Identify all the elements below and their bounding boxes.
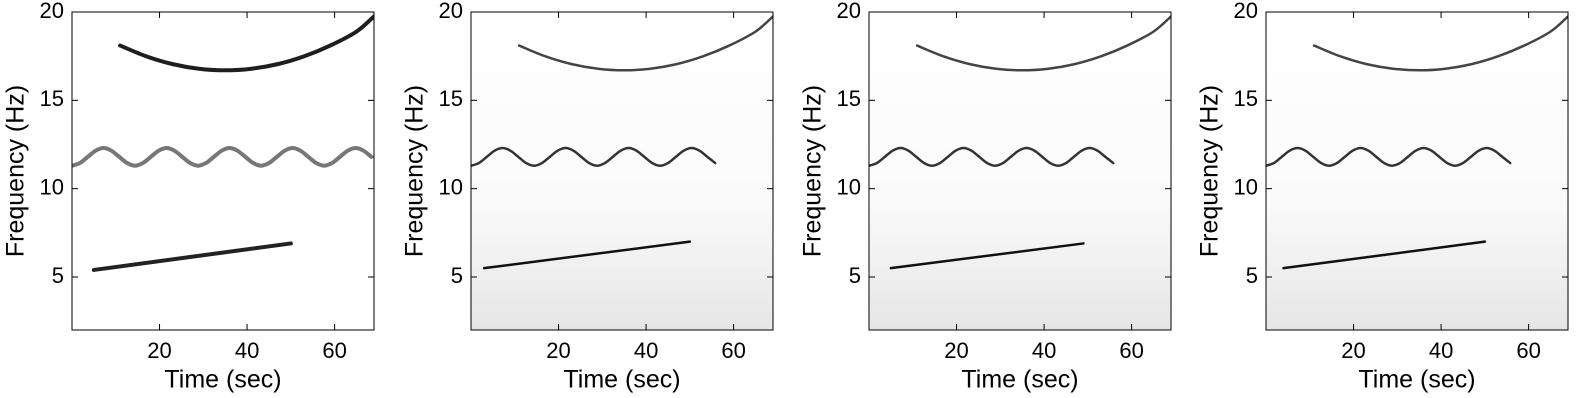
x-tick-label: 20	[147, 338, 171, 363]
x-tick-label: 20	[546, 338, 570, 363]
curve	[915, 15, 1171, 72]
x-axis-label: Time (sec)	[563, 366, 680, 394]
y-axis-label: Frequency (Hz)	[401, 85, 429, 257]
curve	[1312, 15, 1568, 72]
curve	[869, 146, 1115, 167]
noise-haze	[869, 12, 1171, 330]
x-tick-label: 60	[721, 338, 745, 363]
curve	[889, 242, 1085, 270]
curve	[72, 146, 374, 168]
y-tick-label: 10	[1234, 174, 1258, 199]
y-tick-label: 15	[837, 86, 861, 111]
curve	[1266, 146, 1512, 167]
x-tick-label: 40	[235, 338, 259, 363]
x-tick-label: 20	[1341, 338, 1365, 363]
y-tick-label: 15	[439, 86, 463, 111]
y-tick-label: 20	[439, 0, 463, 23]
panel: 5 10 15 20 20 40 60 Time (sec) Frequency (Hz)	[799, 0, 1172, 394]
curve	[517, 15, 773, 72]
y-tick-label: 5	[1246, 263, 1258, 288]
noise-haze	[1266, 12, 1568, 330]
curve	[1282, 240, 1487, 270]
panel: 5 10 15 20 20 40 60 Time (sec) Frequency (Hz)	[1196, 0, 1569, 394]
y-tick-label: 5	[52, 263, 64, 288]
panel: 5 10 15 20 20 40 60 Time (sec) Frequency (Hz)	[2, 0, 375, 394]
x-tick-label: 40	[634, 338, 658, 363]
y-axis-label: Frequency (Hz)	[799, 85, 827, 257]
y-tick-label: 10	[40, 174, 64, 199]
frame	[71, 11, 375, 331]
x-tick-label: 40	[1032, 338, 1056, 363]
curve	[482, 240, 692, 270]
y-axis-label: Frequency (Hz)	[2, 85, 30, 257]
x-tick-label: 40	[1429, 338, 1453, 363]
x-axis-label: Time (sec)	[164, 366, 281, 394]
x-tick-label: 20	[944, 338, 968, 363]
y-tick-label: 20	[40, 0, 64, 23]
x-axis-label: Time (sec)	[1358, 366, 1475, 394]
y-tick-label: 15	[40, 86, 64, 111]
noise-haze	[471, 12, 773, 330]
y-tick-label: 20	[1234, 0, 1258, 23]
x-axis-label: Time (sec)	[961, 366, 1078, 394]
frame	[1265, 11, 1569, 331]
y-tick-label: 15	[1234, 86, 1258, 111]
x-tick-label: 60	[322, 338, 346, 363]
y-tick-label: 5	[451, 263, 463, 288]
x-tick-label: 60	[1516, 338, 1540, 363]
curve	[118, 14, 374, 73]
curve	[471, 146, 717, 167]
plot-area	[72, 12, 374, 330]
y-tick-label: 5	[849, 263, 861, 288]
y-tick-label: 20	[837, 0, 861, 23]
y-axis-label: Frequency (Hz)	[1196, 85, 1224, 257]
x-tick-label: 60	[1119, 338, 1143, 363]
panel: 5 10 15 20 20 40 60 Time (sec) Frequency (Hz)	[401, 0, 774, 394]
y-tick-label: 10	[439, 174, 463, 199]
frame	[470, 11, 774, 331]
curve	[91, 241, 293, 272]
frame	[868, 11, 1172, 331]
y-tick-label: 10	[837, 174, 861, 199]
